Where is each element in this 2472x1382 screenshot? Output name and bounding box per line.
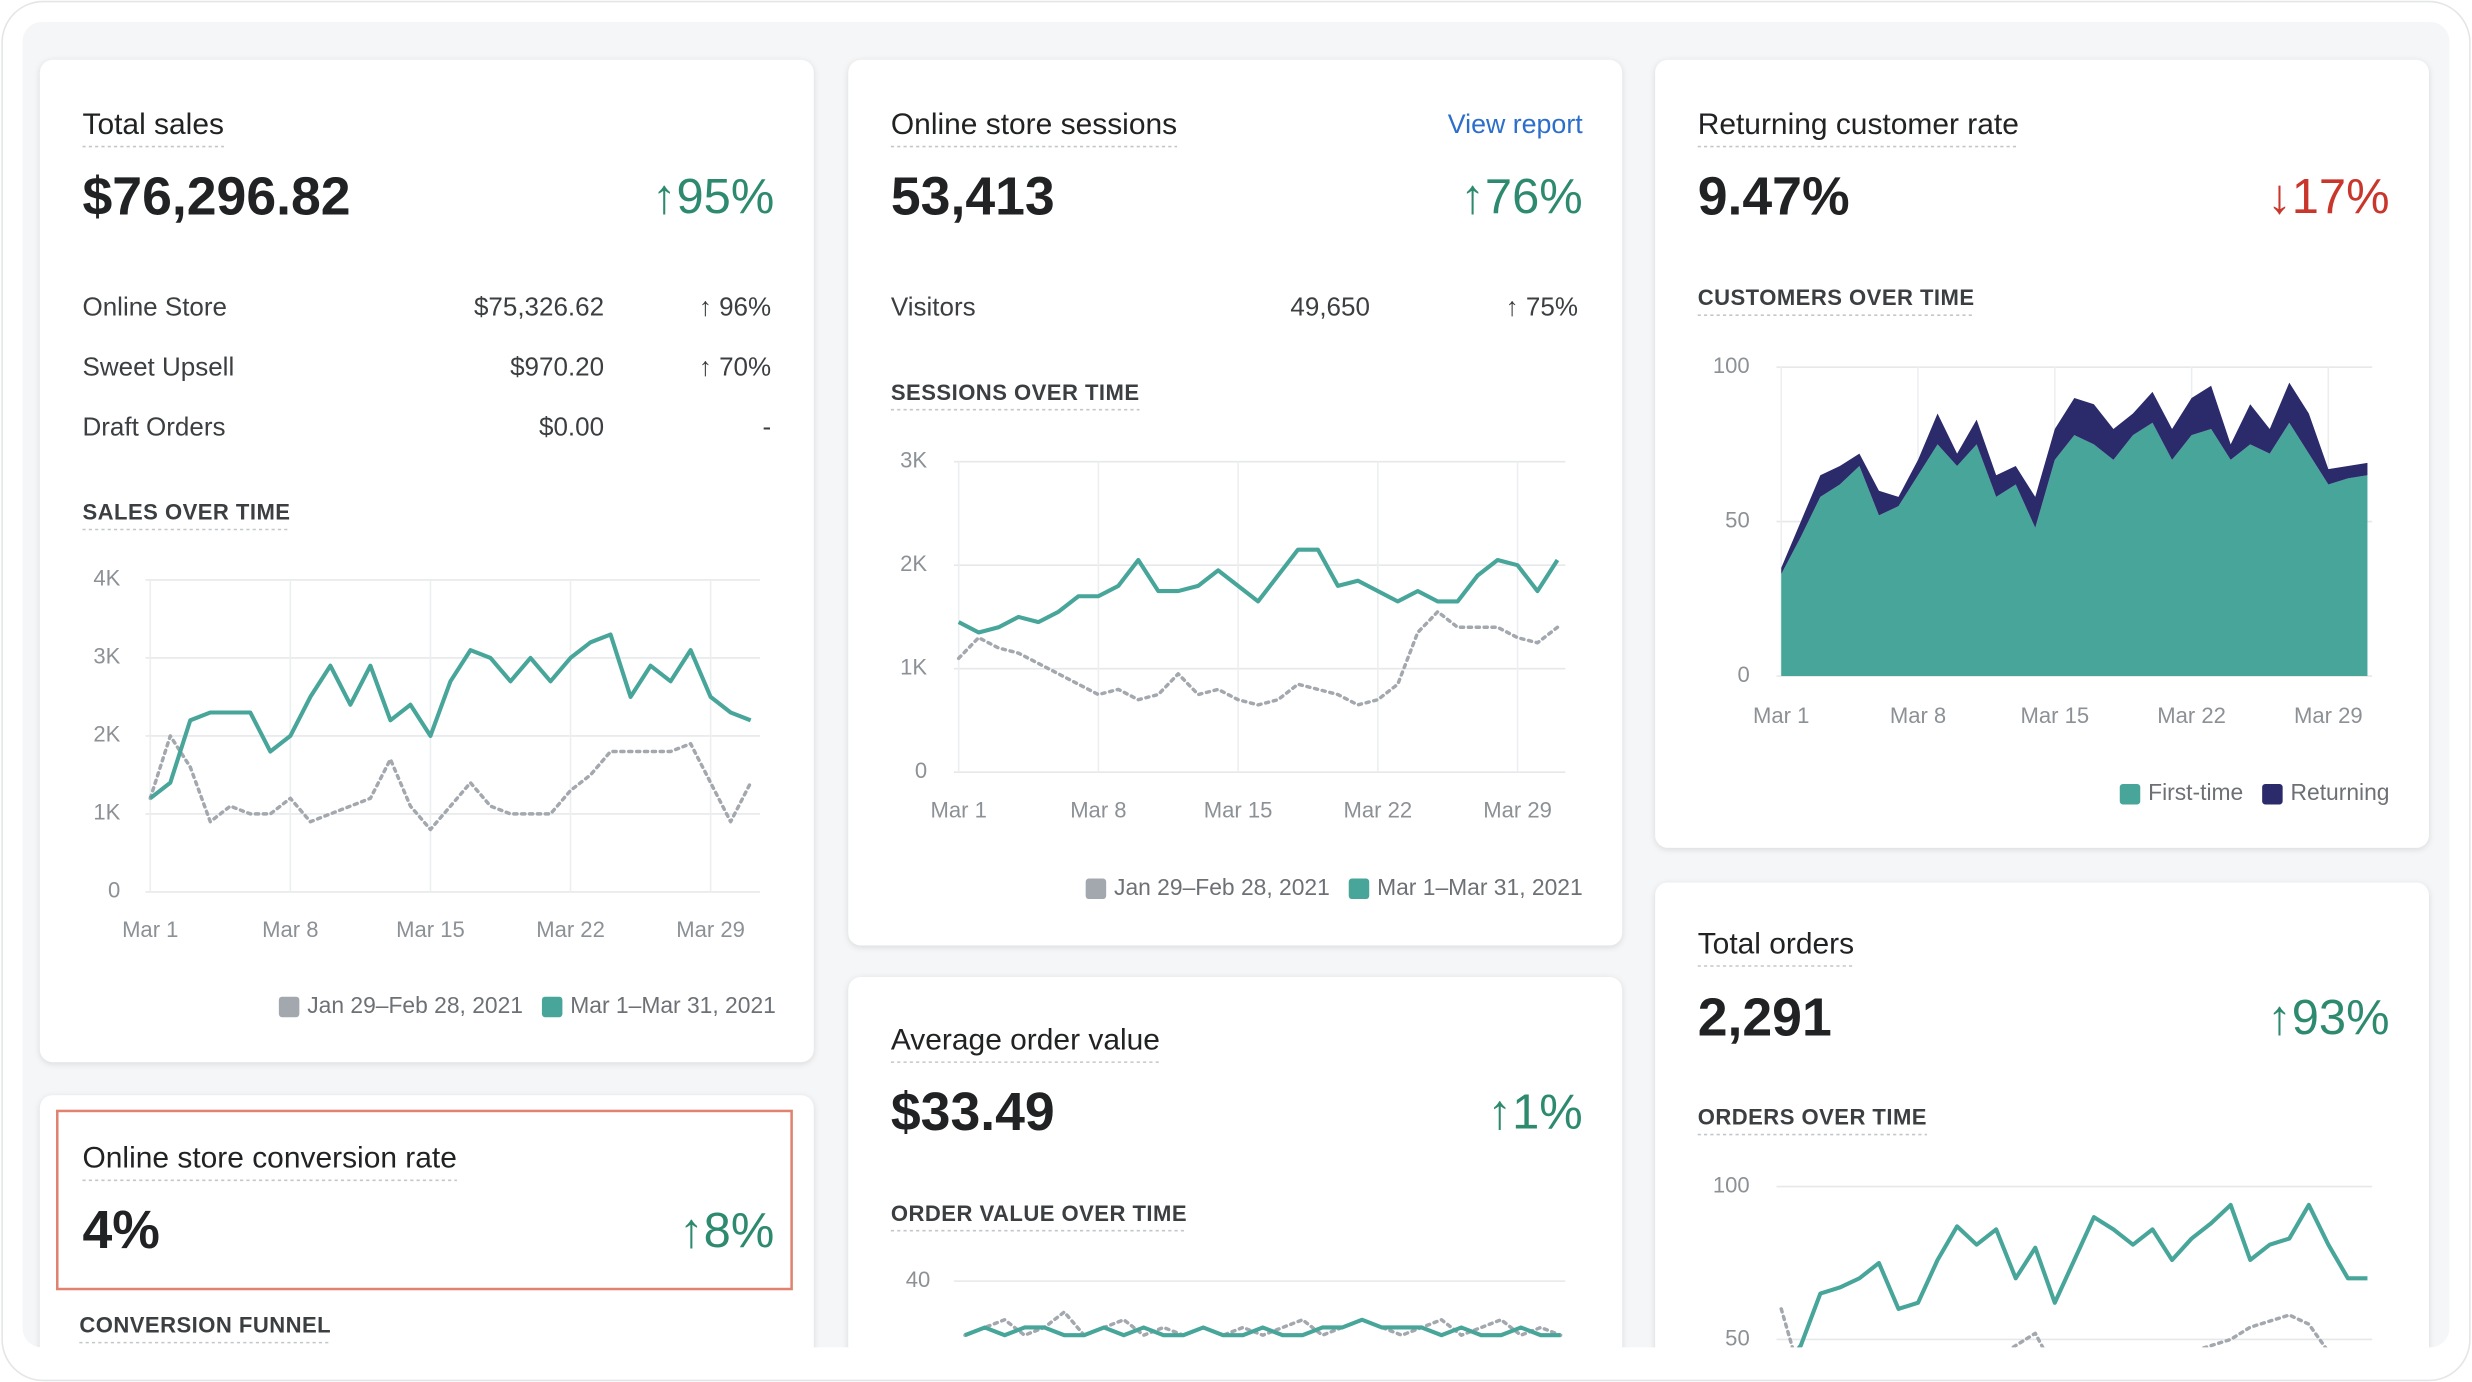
- change-indicator: ↑76%: [1460, 170, 1582, 224]
- content: Total sales $76,296.82 ↑95% Online Store $75…: [39, 59, 2429, 1350]
- highlight-box: [56, 1109, 793, 1291]
- row-change: ↑ 70%: [699, 352, 771, 382]
- card-title: Average order value: [891, 1024, 1160, 1057]
- line-series: [956, 610, 1560, 707]
- area: [1781, 382, 2368, 575]
- chart-title: SALES OVER TIME: [82, 500, 290, 525]
- line-series: [1779, 1202, 2368, 1348]
- y-tick-label: 0: [108, 878, 120, 903]
- row-value: $0.00: [539, 411, 604, 441]
- view-report-link[interactable]: View report: [1448, 109, 1583, 139]
- legend-label: Jan 29–Feb 28, 2021: [307, 992, 523, 1018]
- x-tick-label: Mar 8: [262, 917, 318, 942]
- card-value: $33.49: [891, 1083, 1055, 1142]
- chart-title: CUSTOMERS OVER TIME: [1698, 285, 1975, 310]
- row-label: Online Store: [82, 292, 227, 322]
- change-indicator: ↑8%: [679, 1204, 774, 1258]
- row-change: ↑ 96%: [699, 292, 771, 322]
- line-series: [148, 734, 753, 832]
- legend-label: Jan 29–Feb 28, 2021: [1114, 874, 1330, 900]
- y-tick-label: 3K: [900, 448, 927, 473]
- y-tick-label: 50: [1725, 1325, 1750, 1350]
- x-tick-label: Mar 1: [930, 797, 986, 822]
- x-tick-label: Mar 29: [2294, 703, 2363, 728]
- x-tick-label: Mar 8: [1070, 797, 1126, 822]
- x-tick-label: Mar 22: [536, 917, 605, 942]
- line-series: [964, 1317, 1561, 1338]
- x-tick-label: Mar 1: [122, 917, 178, 942]
- x-tick-label: Mar 22: [2157, 703, 2226, 728]
- legend-swatch: [2119, 783, 2141, 805]
- legend-label: Mar 1–Mar 31, 2021: [1377, 874, 1583, 900]
- legend-swatch: [278, 996, 300, 1018]
- change-indicator: ↓17%: [2267, 170, 2389, 224]
- y-tick-label: 4K: [93, 566, 120, 591]
- legend-label: First-time: [2148, 779, 2243, 805]
- row-value: $75,326.62: [474, 292, 604, 322]
- legend-swatch: [541, 996, 563, 1018]
- legend-label: Mar 1–Mar 31, 2021: [570, 992, 776, 1018]
- card-value: 4%: [82, 1201, 159, 1260]
- y-tick-label: 100: [1713, 353, 1750, 378]
- row-value: 49,650: [1290, 292, 1370, 322]
- y-tick-label: 1K: [900, 655, 927, 680]
- area: [1781, 422, 2368, 677]
- change-indicator: ↑93%: [2267, 991, 2389, 1045]
- legend-swatch: [2262, 783, 2283, 805]
- row-change: ↑ 75%: [1506, 292, 1578, 322]
- legend-label: Returning: [2291, 779, 2390, 805]
- x-tick-label: Mar 29: [676, 917, 745, 942]
- card: [39, 1095, 814, 1348]
- card-value: $76,296.82: [82, 167, 350, 226]
- x-tick-label: Mar 8: [1890, 703, 1946, 728]
- y-tick-label: 1K: [93, 800, 120, 825]
- change-indicator: ↑1%: [1488, 1086, 1583, 1140]
- y-tick-label: 0: [1737, 662, 1749, 687]
- card-value: 9.47%: [1698, 167, 1850, 226]
- chart-title: CONVERSION FUNNEL: [79, 1313, 331, 1338]
- x-tick-label: Mar 15: [1204, 797, 1273, 822]
- y-tick-label: 0: [915, 758, 927, 783]
- row-value: $970.20: [510, 352, 604, 382]
- legend-swatch: [1348, 878, 1370, 900]
- line-series: [963, 1310, 1563, 1337]
- row-label: Draft Orders: [82, 411, 225, 441]
- row-change: -: [762, 411, 771, 441]
- x-tick-label: Mar 15: [2020, 703, 2089, 728]
- x-tick-label: Mar 15: [396, 917, 465, 942]
- change-indicator: ↑95%: [652, 170, 774, 224]
- row-label: Visitors: [891, 292, 976, 322]
- y-tick-label: 3K: [93, 644, 120, 669]
- y-tick-label: 2K: [93, 722, 120, 747]
- chart-title: SESSIONS OVER TIME: [891, 380, 1140, 405]
- x-tick-label: Mar 29: [1483, 797, 1552, 822]
- card: [1655, 882, 2429, 1348]
- line-series: [148, 632, 752, 800]
- card-title: Returning customer rate: [1698, 108, 2019, 141]
- x-tick-label: Mar 22: [1344, 797, 1413, 822]
- card-value: 2,291: [1698, 988, 1832, 1047]
- card-title: Online store sessions: [891, 108, 1177, 141]
- y-tick-label: 50: [1725, 507, 1750, 532]
- line-series: [1779, 1307, 2370, 1348]
- card-title: Total orders: [1698, 927, 1854, 960]
- card-title: Online store conversion rate: [82, 1142, 456, 1175]
- y-tick-label: 2K: [900, 551, 927, 576]
- card-title: Total sales: [82, 108, 223, 141]
- card-value: 53,413: [891, 167, 1055, 226]
- row-label: Sweet Upsell: [82, 352, 234, 382]
- line-series: [957, 547, 1560, 635]
- chart-title: ORDER VALUE OVER TIME: [891, 1201, 1187, 1226]
- chart-title: ORDERS OVER TIME: [1698, 1105, 1927, 1130]
- x-tick-label: Mar 1: [1753, 703, 1809, 728]
- legend-swatch: [1085, 878, 1107, 900]
- card: [39, 59, 814, 1063]
- y-tick-label: 100: [1713, 1172, 1750, 1197]
- card: [848, 59, 1623, 946]
- y-tick-label: 40: [906, 1267, 931, 1292]
